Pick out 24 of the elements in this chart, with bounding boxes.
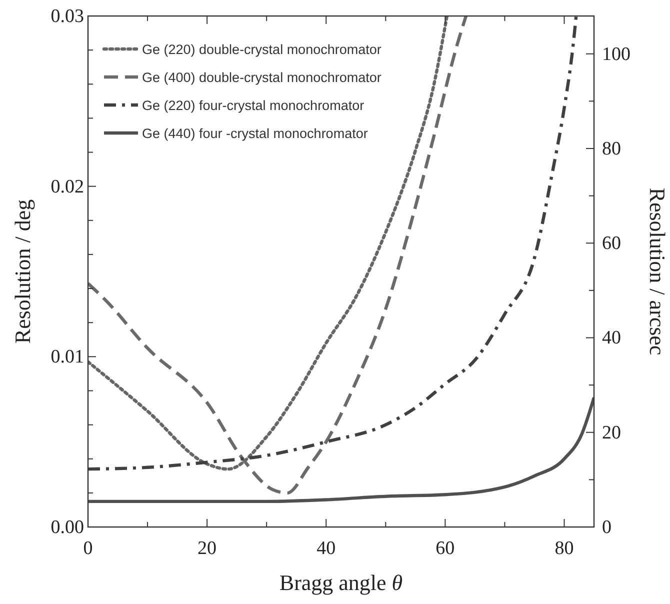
- y2-tick-label: 80: [602, 138, 621, 160]
- y-tick-label: 0.01: [50, 346, 84, 368]
- y2-tick-label: 60: [602, 233, 621, 254]
- y2-tick-label: 100: [602, 44, 630, 65]
- x-tick-label: 20: [198, 538, 217, 559]
- legend-label: Ge (400) double-crystal monochromator: [142, 70, 382, 85]
- y-axis-title: Resolution / deg: [10, 199, 35, 344]
- y2-tick-label: 40: [602, 328, 621, 349]
- y2-axis-title: Resolution / arcsec: [645, 188, 670, 356]
- x-tick-label: 40: [316, 538, 336, 559]
- x-tick-label: 0: [83, 538, 93, 559]
- x-axis-title: Bragg angle θ: [279, 570, 403, 595]
- legend-label: Ge (440) four -crystal monochromator: [142, 126, 368, 141]
- y-tick-label: 0.02: [50, 176, 84, 198]
- line-series: [88, 396, 594, 504]
- line-series: [88, 16, 578, 471]
- y-tick-label: 0.00: [50, 517, 84, 538]
- y-tick-label: 0.03: [50, 6, 84, 27]
- y2-tick-label: 20: [602, 422, 621, 444]
- legend-label: Ge (220) double-crystal monochromator: [142, 42, 382, 57]
- x-tick-label: 80: [554, 538, 574, 559]
- legend-label: Ge (220) four-crystal monochromator: [142, 98, 365, 113]
- x-tick-label: 60: [436, 538, 455, 559]
- y2-tick-label: 0: [602, 517, 612, 538]
